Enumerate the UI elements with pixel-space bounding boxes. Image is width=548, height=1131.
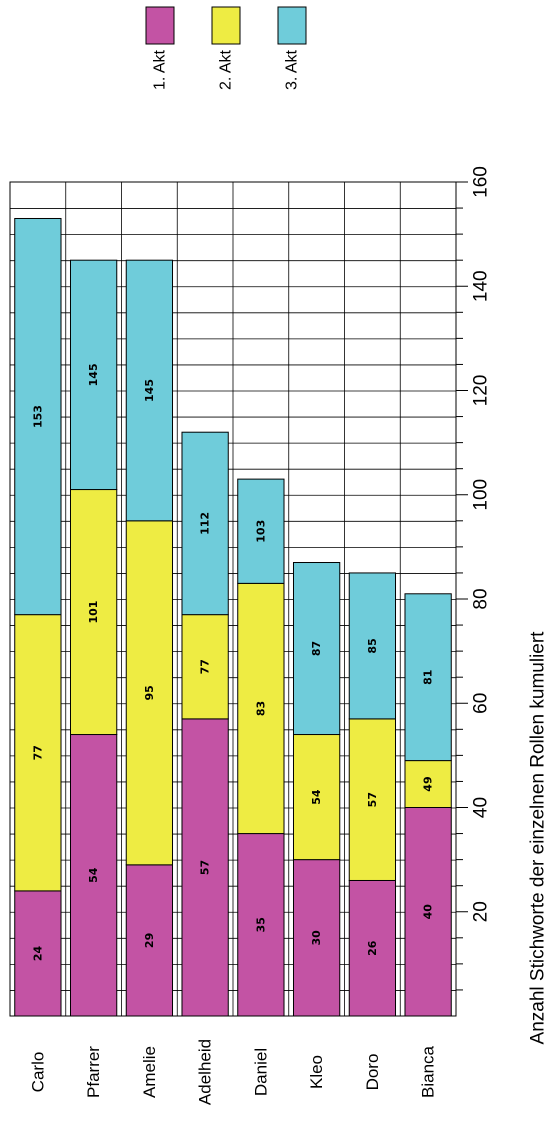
data-label-daniel-1-akt: 35 (254, 917, 267, 932)
bar-bianca-2-akt (404, 760, 452, 809)
data-label-adelheid-2-akt: 77 (199, 659, 212, 674)
data-label-doro-2-akt: 57 (366, 792, 379, 807)
legend: 1. Akt 2. Akt 3. Akt (145, 6, 307, 90)
data-label-bianca-2-akt: 49 (422, 776, 435, 791)
data-label-doro-1-akt: 26 (366, 940, 379, 956)
legend-swatch-3-akt (277, 6, 307, 45)
data-label-adelheid-1-akt: 57 (199, 860, 212, 875)
value-axis: 20 40 60 80 100 120 140 160 (456, 166, 492, 991)
legend-label-2-akt: 2. Akt (218, 49, 235, 90)
data-label-amelie-3-akt: 145 (143, 379, 156, 402)
bar-kleo-2-akt (292, 734, 341, 861)
legend-label-1-akt: 1. Akt (152, 49, 169, 90)
data-label-bianca-1-akt: 40 (422, 904, 435, 920)
tick-label-140: 140 (471, 270, 492, 302)
category-label-bianca: Bianca (419, 1045, 438, 1098)
data-label-amelie-2-akt: 95 (143, 685, 156, 700)
tick-label-20: 20 (471, 901, 492, 922)
category-label-pfarrer: Pfarrer (84, 1046, 103, 1098)
bar-adelheid-1-akt (181, 718, 229, 1017)
category-label-kleo: Kleo (307, 1055, 326, 1089)
data-label-pfarrer-3-akt: 145 (87, 363, 100, 386)
bar-adelheid-2-akt (181, 614, 229, 720)
data-label-daniel-3-akt: 103 (254, 520, 267, 543)
data-labels: 24 77 153 54 101 145 29 95 145 57 77 112 35 83 103 30 54… (31, 363, 434, 961)
bar-daniel-1-akt (237, 833, 285, 1017)
tick-label-160: 160 (471, 166, 492, 198)
data-label-bianca-3-akt: 81 (422, 670, 435, 685)
category-labels: Carlo Pfarrer Amelie Adelheid Daniel Kleo Doro… (28, 1039, 437, 1105)
data-label-pfarrer-2-akt: 101 (87, 601, 100, 624)
bar-bianca-1-akt (404, 807, 452, 1017)
tick-label-40: 40 (471, 797, 492, 818)
bar-carlo-3-akt (14, 217, 62, 616)
data-label-carlo-2-akt: 77 (31, 745, 44, 760)
bar-amelie-2-akt (125, 520, 174, 866)
bar-daniel-3-akt (237, 478, 285, 584)
bar-pfarrer-3-akt (69, 259, 118, 491)
bar-doro-3-akt (348, 572, 397, 720)
bar-carlo-1-akt (14, 890, 62, 1017)
tick-label-100: 100 (471, 479, 492, 511)
data-label-daniel-2-akt: 83 (254, 701, 267, 716)
bar-pfarrer-2-akt (69, 489, 118, 736)
tick-label-120: 120 (471, 375, 492, 407)
category-label-daniel: Daniel (251, 1048, 270, 1096)
data-label-amelie-1-akt: 29 (143, 933, 156, 948)
data-label-carlo-3-akt: 153 (31, 405, 44, 428)
data-label-doro-3-akt: 85 (366, 638, 379, 653)
legend-label-3-akt: 3. Akt (284, 49, 301, 90)
category-label-adelheid: Adelheid (196, 1039, 215, 1105)
data-label-carlo-1-akt: 24 (31, 945, 44, 961)
data-label-kleo-3-akt: 87 (310, 641, 323, 656)
legend-swatch-1-akt (145, 6, 175, 45)
bars (14, 217, 452, 1017)
bar-doro-1-akt (348, 879, 397, 1017)
data-label-adelheid-3-akt: 112 (199, 512, 212, 535)
category-label-doro: Doro (363, 1054, 382, 1091)
bar-kleo-3-akt (292, 562, 341, 736)
data-label-kleo-1-akt: 30 (310, 930, 323, 946)
bar-kleo-1-akt (292, 859, 341, 1017)
data-label-pfarrer-1-akt: 54 (87, 867, 100, 883)
data-label-kleo-2-akt: 54 (310, 789, 323, 805)
legend-swatch-2-akt (211, 6, 241, 45)
category-label-carlo: Carlo (28, 1052, 47, 1093)
category-label-amelie: Amelie (140, 1046, 159, 1098)
bar-amelie-1-akt (125, 864, 174, 1017)
bar-bianca-3-akt (404, 593, 452, 762)
bar-doro-2-akt (348, 718, 397, 881)
bar-pfarrer-1-akt (69, 734, 118, 1017)
value-axis-title: Anzahl Stichworte der einzelnen Rollen k… (528, 631, 548, 1045)
bar-adelheid-3-akt (181, 431, 229, 616)
bar-daniel-2-akt (237, 582, 285, 835)
tick-label-80: 80 (471, 588, 492, 609)
tick-label-60: 60 (471, 693, 492, 714)
bar-amelie-3-akt (125, 259, 174, 522)
